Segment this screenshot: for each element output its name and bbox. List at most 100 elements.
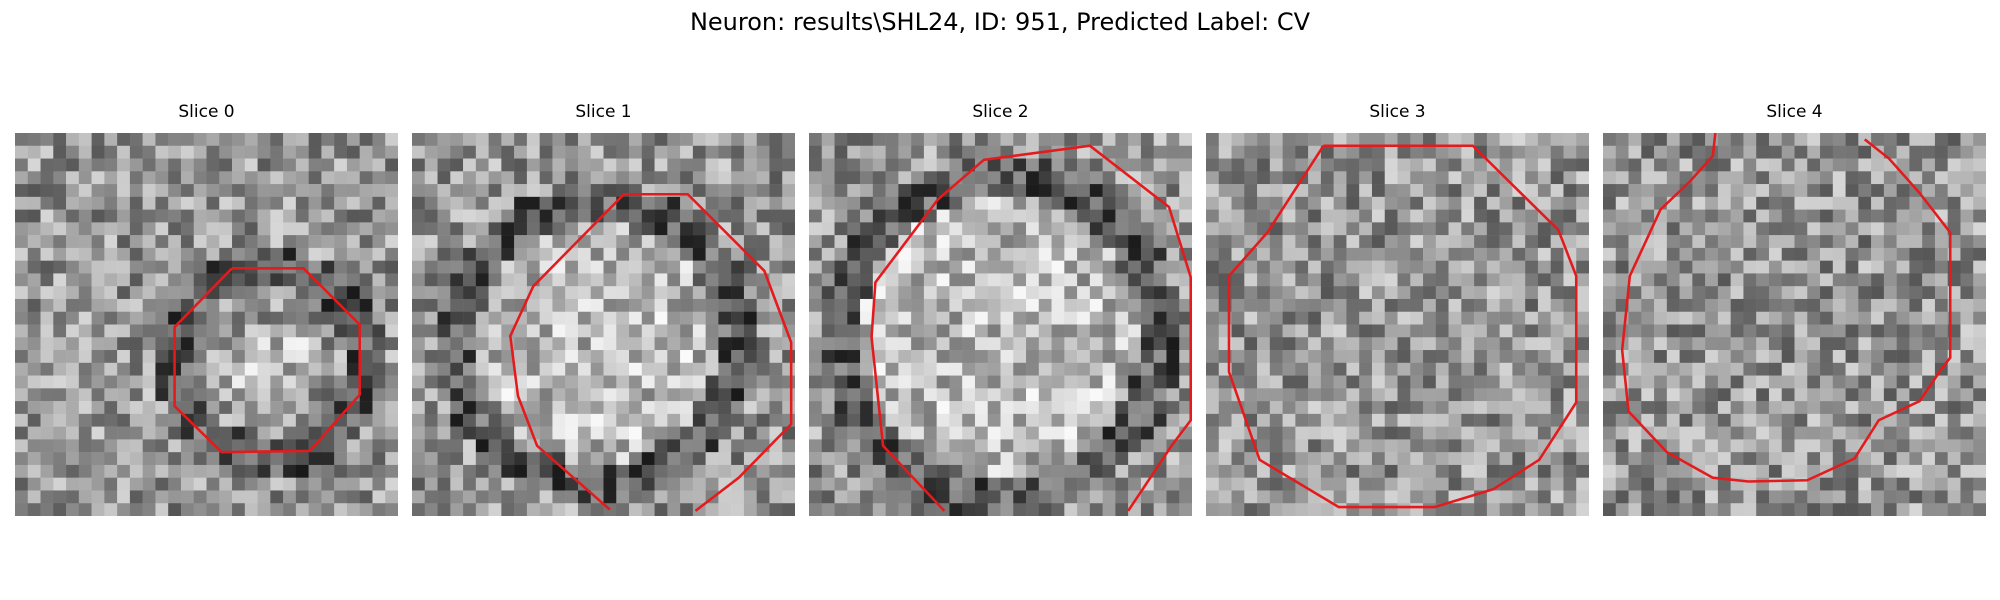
- pixel: [1333, 311, 1347, 325]
- pixel: [180, 375, 194, 389]
- pixel: [743, 388, 757, 402]
- pixel: [1756, 209, 1770, 223]
- pixel: [885, 464, 899, 478]
- pixel: [680, 503, 694, 516]
- pixel: [1257, 158, 1271, 172]
- pixel: [244, 145, 258, 159]
- pixel: [488, 426, 502, 440]
- pixel: [1730, 350, 1744, 364]
- pixel: [1089, 362, 1103, 376]
- pixel: [1115, 286, 1129, 300]
- pixel: [412, 337, 426, 351]
- pixel: [385, 375, 398, 389]
- pixel: [1896, 337, 1910, 351]
- pixel: [372, 196, 386, 210]
- pixel: [743, 298, 757, 312]
- pixel: [117, 260, 131, 274]
- pixel: [1320, 375, 1334, 389]
- pixel: [1641, 388, 1655, 402]
- pixel: [1781, 337, 1795, 351]
- pixel: [346, 184, 360, 198]
- pixel: [923, 145, 937, 159]
- pixel: [1537, 388, 1551, 402]
- pixel: [1615, 477, 1629, 491]
- pixel: [308, 184, 322, 198]
- pixel: [1282, 452, 1296, 466]
- pixel: [412, 413, 426, 427]
- pixel: [1845, 503, 1859, 516]
- pixel: [15, 337, 29, 351]
- pixel: [78, 145, 92, 159]
- pixel: [680, 375, 694, 389]
- pixel: [962, 503, 976, 516]
- pixel: [692, 337, 706, 351]
- pixel: [15, 158, 29, 172]
- pixel: [936, 490, 950, 504]
- pixel: [1794, 413, 1808, 427]
- pixel: [616, 311, 630, 325]
- pixel: [847, 184, 861, 198]
- pixel: [1206, 184, 1220, 198]
- pixel: [475, 158, 489, 172]
- pixel: [1128, 196, 1142, 210]
- pixel: [1461, 426, 1475, 440]
- pixel: [1410, 311, 1424, 325]
- pixel: [1550, 490, 1564, 504]
- pixel: [1781, 171, 1795, 185]
- pixel: [821, 222, 835, 236]
- pixel: [117, 439, 131, 453]
- pixel: [1359, 464, 1373, 478]
- pixel: [1486, 375, 1500, 389]
- pixel: [1486, 413, 1500, 427]
- pixel: [412, 503, 426, 516]
- pixel: [1269, 184, 1283, 198]
- pixel: [705, 260, 719, 274]
- pixel: [1102, 439, 1116, 453]
- pixel: [1371, 503, 1385, 516]
- pixel: [1166, 324, 1180, 338]
- pixel: [885, 362, 899, 376]
- pixel: [731, 298, 745, 312]
- pixel: [1641, 311, 1655, 325]
- pixel: [334, 413, 348, 427]
- pixel: [692, 324, 706, 338]
- pixel: [437, 260, 451, 274]
- pixel: [860, 158, 874, 172]
- pixel: [1641, 503, 1655, 516]
- pixel: [590, 426, 604, 440]
- pixel: [974, 490, 988, 504]
- pixel: [1308, 503, 1322, 516]
- pixel: [1206, 490, 1220, 504]
- pixel: [1537, 298, 1551, 312]
- pixel: [104, 362, 118, 376]
- pixel: [987, 452, 1001, 466]
- pixel: [1026, 196, 1040, 210]
- pixel: [923, 171, 937, 185]
- pixel: [731, 324, 745, 338]
- pixel: [1730, 298, 1744, 312]
- pixel: [577, 209, 591, 223]
- pixel: [809, 337, 823, 351]
- pixel: [308, 362, 322, 376]
- pixel: [1820, 158, 1834, 172]
- pixel: [1832, 298, 1846, 312]
- slice-title-0: Slice 0: [178, 102, 235, 122]
- pixel: [501, 158, 515, 172]
- pixel: [1089, 477, 1103, 491]
- pixel: [40, 298, 54, 312]
- pixel: [40, 503, 54, 516]
- pixel: [692, 260, 706, 274]
- pixel: [1641, 464, 1655, 478]
- pixel: [743, 375, 757, 389]
- pixel: [1461, 184, 1475, 198]
- pixel: [1576, 286, 1589, 300]
- pixel: [1499, 133, 1513, 147]
- pixel: [142, 209, 156, 223]
- pixel: [1679, 286, 1693, 300]
- pixel: [334, 337, 348, 351]
- pixel: [1654, 247, 1668, 261]
- pixel: [974, 247, 988, 261]
- pixel: [1308, 209, 1322, 223]
- pixel: [78, 260, 92, 274]
- pixel: [1550, 298, 1564, 312]
